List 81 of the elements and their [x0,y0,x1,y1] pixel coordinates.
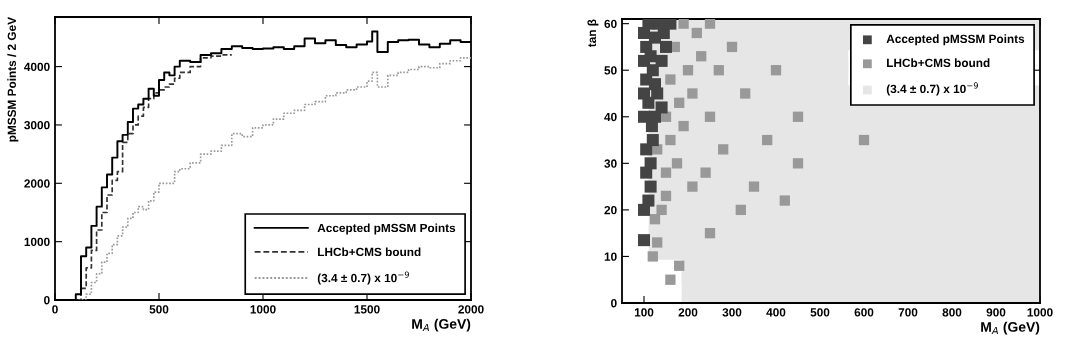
point [649,214,661,225]
point [659,40,673,53]
legend-label: LHCb+CMS bound [887,58,990,68]
y-tick-label: 0 [611,299,617,308]
y-tick-label: 1000 [24,237,50,247]
legend-label: Accepted pMSSM Points [886,34,1025,46]
y-tick-label: 30 [604,159,617,168]
point [687,88,698,99]
point [779,195,790,206]
point [713,65,724,76]
point [644,157,657,170]
point [674,97,685,108]
x-tick-label: 500 [810,308,830,317]
y-tick-label: 40 [604,112,617,122]
y-tick-label: 4000 [24,62,50,71]
point [748,181,760,192]
x-tick-label: 300 [722,308,742,317]
point [700,167,711,178]
point [637,26,651,39]
point [647,251,658,262]
point [687,181,698,192]
point [665,274,676,285]
point [637,234,651,247]
point [792,111,804,122]
point [637,54,651,67]
x-tick-label: 1000 [1027,308,1053,317]
x-axis-title: M$_{A}$ (GeV) [981,321,1040,335]
legend-label: (3.4 ± 0.7) x 10$^{−9}$ [317,271,409,285]
point [637,110,651,123]
x-tick-label: 400 [766,308,786,317]
point [762,134,773,146]
y-tick-label: 50 [604,66,617,75]
point [704,228,716,239]
x-tick-label: 100 [634,308,654,317]
point [718,144,729,155]
legend-label: Accepted pMSSM Points [317,223,456,235]
x-tick-label: 600 [854,308,874,317]
point [665,134,676,146]
point [678,120,689,132]
point [646,134,659,147]
x-tick-label: 200 [678,308,698,317]
x-tick-label: 500 [149,305,169,314]
point [642,194,655,207]
x-tick-label: 0 [52,305,58,314]
x-tick-label: 2000 [458,305,484,314]
y-tick-label: 20 [604,205,617,215]
x-tick-label: 1500 [354,305,380,314]
point [726,41,738,53]
y-tick-label: 10 [604,252,617,261]
x-tick-label: 1000 [250,305,276,314]
point [704,111,716,122]
legend-label: (3.4 ± 0.7) x 10$^{−9}$ [886,82,978,96]
y-tick-label: 2000 [24,179,50,188]
y-tick-label: 0 [44,296,50,305]
point [682,65,694,76]
x-tick-label: 700 [898,308,918,317]
point [704,19,716,29]
point [735,204,746,216]
point [656,204,667,216]
point [740,88,751,99]
point [792,158,804,169]
point [678,19,689,29]
y-axis-title: tan β [587,19,599,48]
x-axis-title: M$_{A}$ (GeV) [412,318,471,332]
point [637,87,651,100]
point [671,158,683,169]
point [674,260,685,271]
point [655,101,668,114]
y-axis-title: pMSSM Points / 2 GeV [7,17,19,142]
x-tick-label: 900 [986,308,1006,317]
point [652,237,663,248]
x-tick-label: 800 [942,308,962,317]
point [858,134,870,146]
point [648,78,662,91]
point [770,65,782,76]
point [644,180,657,193]
legend-label: LHCb+CMS bound [318,247,421,257]
y-tick-label: 60 [604,19,617,29]
point [655,54,668,67]
y-tick-label: 3000 [24,120,50,130]
point [660,190,672,202]
